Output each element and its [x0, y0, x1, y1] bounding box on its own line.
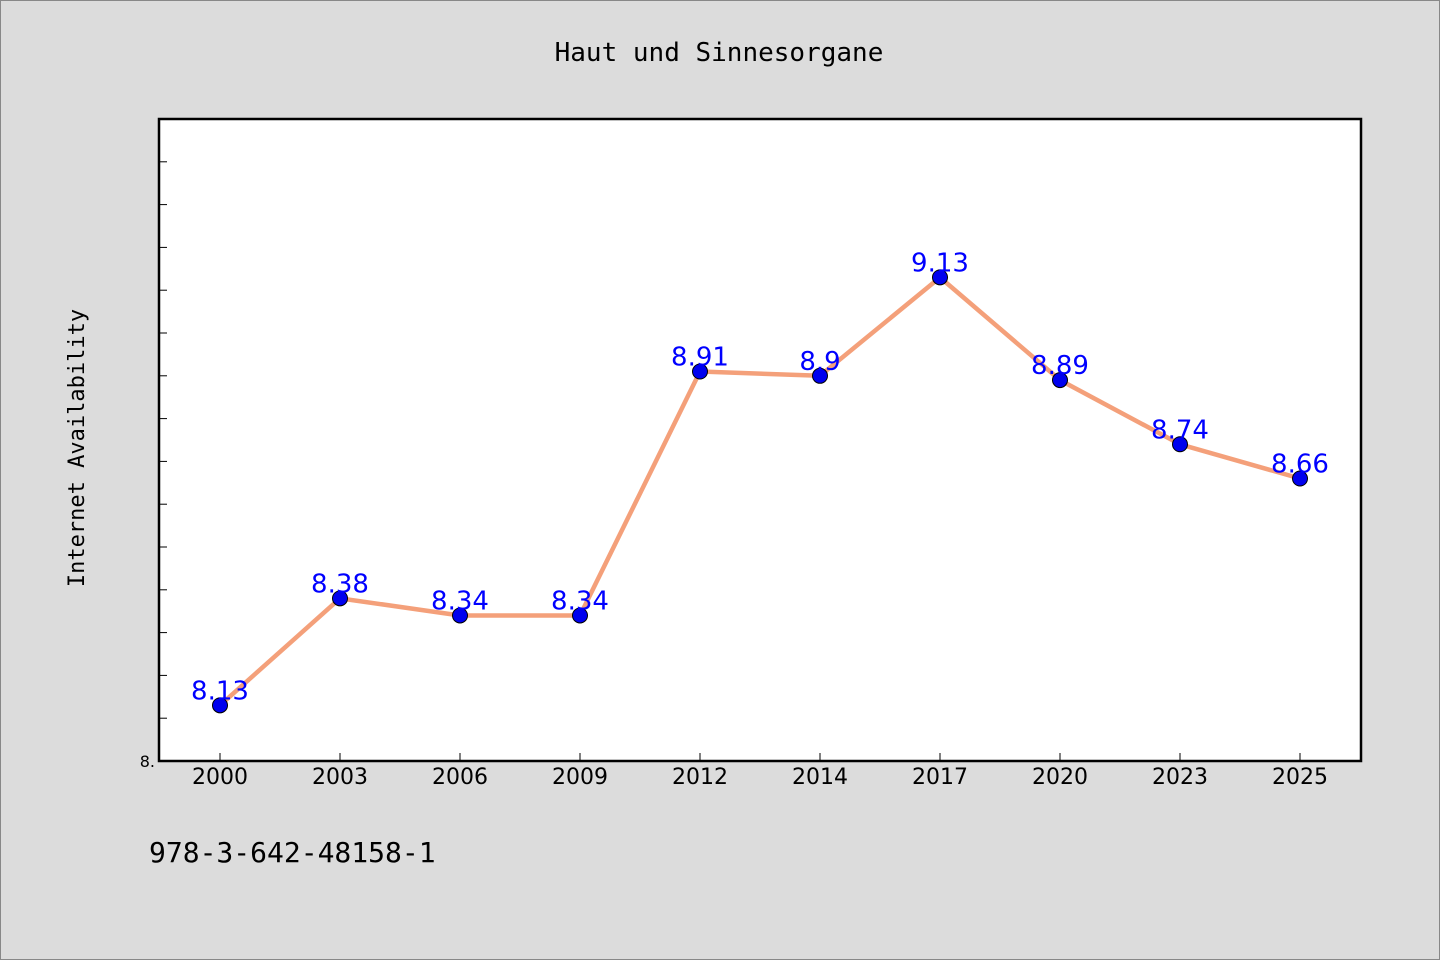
y-axis-ticks: 8.: [140, 161, 167, 771]
y-tick-label: 8.: [140, 752, 155, 771]
data-point: [452, 607, 468, 624]
data-point: [1292, 470, 1308, 487]
x-tick-label: 2017: [912, 765, 968, 790]
data-label: 8.34: [551, 586, 609, 616]
series-line: [217, 275, 1303, 708]
data-label: 8.38: [311, 569, 369, 599]
data-point: [932, 269, 948, 286]
x-tick-label: 2003: [312, 765, 368, 790]
y-axis-label: Internet Availability: [65, 309, 90, 587]
x-tick-label: 2023: [1152, 765, 1208, 790]
data-point: [572, 607, 588, 624]
data-label: 9.13: [911, 248, 969, 278]
data-point: [332, 590, 348, 607]
x-tick-label: 2012: [672, 765, 728, 790]
x-tick-label: 2000: [192, 765, 248, 790]
data-point: [1052, 372, 1068, 389]
x-tick-label: 2025: [1272, 765, 1328, 790]
chart-title: Haut und Sinnesorgane: [555, 38, 884, 68]
data-label: 8.9: [799, 347, 840, 377]
data-point: [692, 363, 708, 380]
plot-area: [157, 117, 1363, 763]
x-tick-label: 2020: [1032, 765, 1088, 790]
data-point: [812, 367, 828, 384]
data-label: 8.89: [1031, 351, 1089, 381]
data-label: 8.34: [431, 586, 489, 616]
data-label: 8.91: [671, 343, 729, 373]
x-tick-label: 2014: [792, 765, 848, 790]
data-label: 8.74: [1151, 415, 1209, 445]
series-layer: 8.13 8.38 8.34 8.34 8.91 8.9 9.13 8.89 8.74 8.66: [191, 248, 1329, 714]
x-tick-label: 2009: [552, 765, 608, 790]
x-axis-ticks: 2000 2003 2006 2009 2012 2014 2017 2020 2023 2025: [192, 753, 1328, 790]
x-tick-label: 2006: [432, 765, 488, 790]
data-label: 8.66: [1271, 450, 1329, 480]
isbn-footer: 978-3-642-48158-1: [149, 836, 436, 869]
data-label: 8.13: [191, 676, 249, 706]
data-point: [212, 697, 228, 714]
data-point: [1172, 436, 1188, 453]
